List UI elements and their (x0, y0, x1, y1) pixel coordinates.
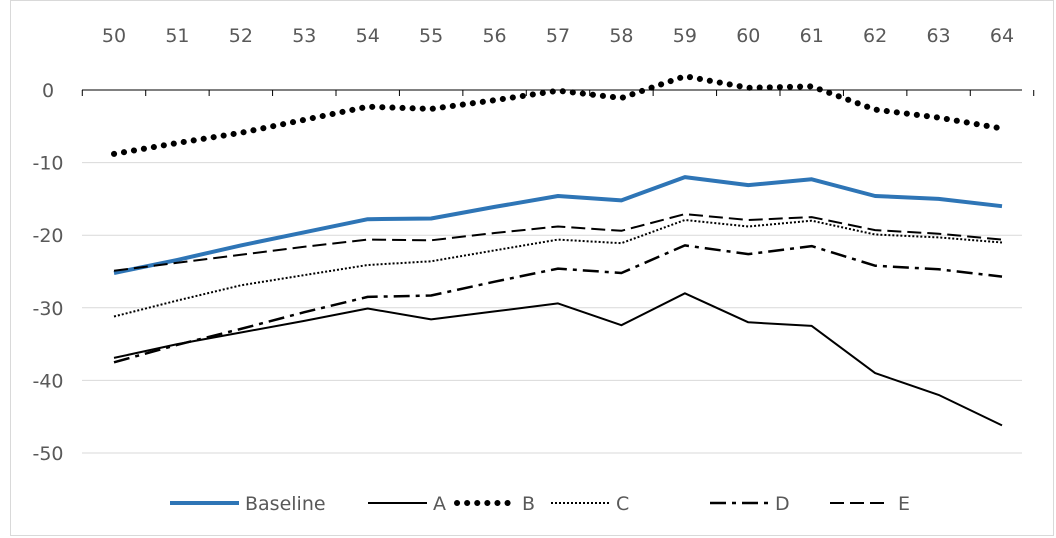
x-tick-label: 60 (736, 25, 760, 47)
y-tick-label: -40 (32, 370, 63, 392)
series-line-d (113, 244, 1003, 364)
x-tick-label: 59 (673, 25, 697, 47)
y-tick-label: 0 (42, 80, 54, 102)
x-tick-label: 55 (419, 25, 443, 47)
legend-label-c: C (616, 493, 629, 515)
x-tick-label: 54 (356, 25, 380, 47)
y-tick-label: -10 (32, 153, 63, 175)
x-tick-label: 61 (800, 25, 824, 47)
chart-frame (10, 0, 1054, 536)
x-tick-label: 63 (926, 25, 950, 47)
legend-label-b: B (522, 493, 535, 515)
y-tick-label: -30 (32, 298, 63, 320)
x-tick-label: 58 (609, 25, 633, 47)
x-tick-label: 57 (546, 25, 570, 47)
y-tick-label: -50 (32, 443, 63, 465)
x-tick-label: 53 (292, 25, 316, 47)
x-tick-label: 52 (229, 25, 253, 47)
x-tick-label: 64 (990, 25, 1014, 47)
series-line-b (111, 73, 1005, 157)
x-tick-label: 62 (863, 25, 887, 47)
series-line-c (113, 219, 1003, 318)
series-line-e (113, 213, 1003, 272)
series-line-a (113, 292, 1003, 427)
legend-label-baseline: Baseline (245, 493, 326, 515)
legend-label-a: A (433, 493, 446, 515)
legend-label-e: E (898, 493, 910, 515)
series-line-baseline (113, 175, 1003, 275)
y-tick-label: -20 (32, 225, 63, 247)
x-tick-label: 50 (102, 25, 126, 47)
x-tick-label: 56 (482, 25, 506, 47)
legend-label-d: D (775, 493, 790, 515)
x-tick-label: 51 (165, 25, 189, 47)
